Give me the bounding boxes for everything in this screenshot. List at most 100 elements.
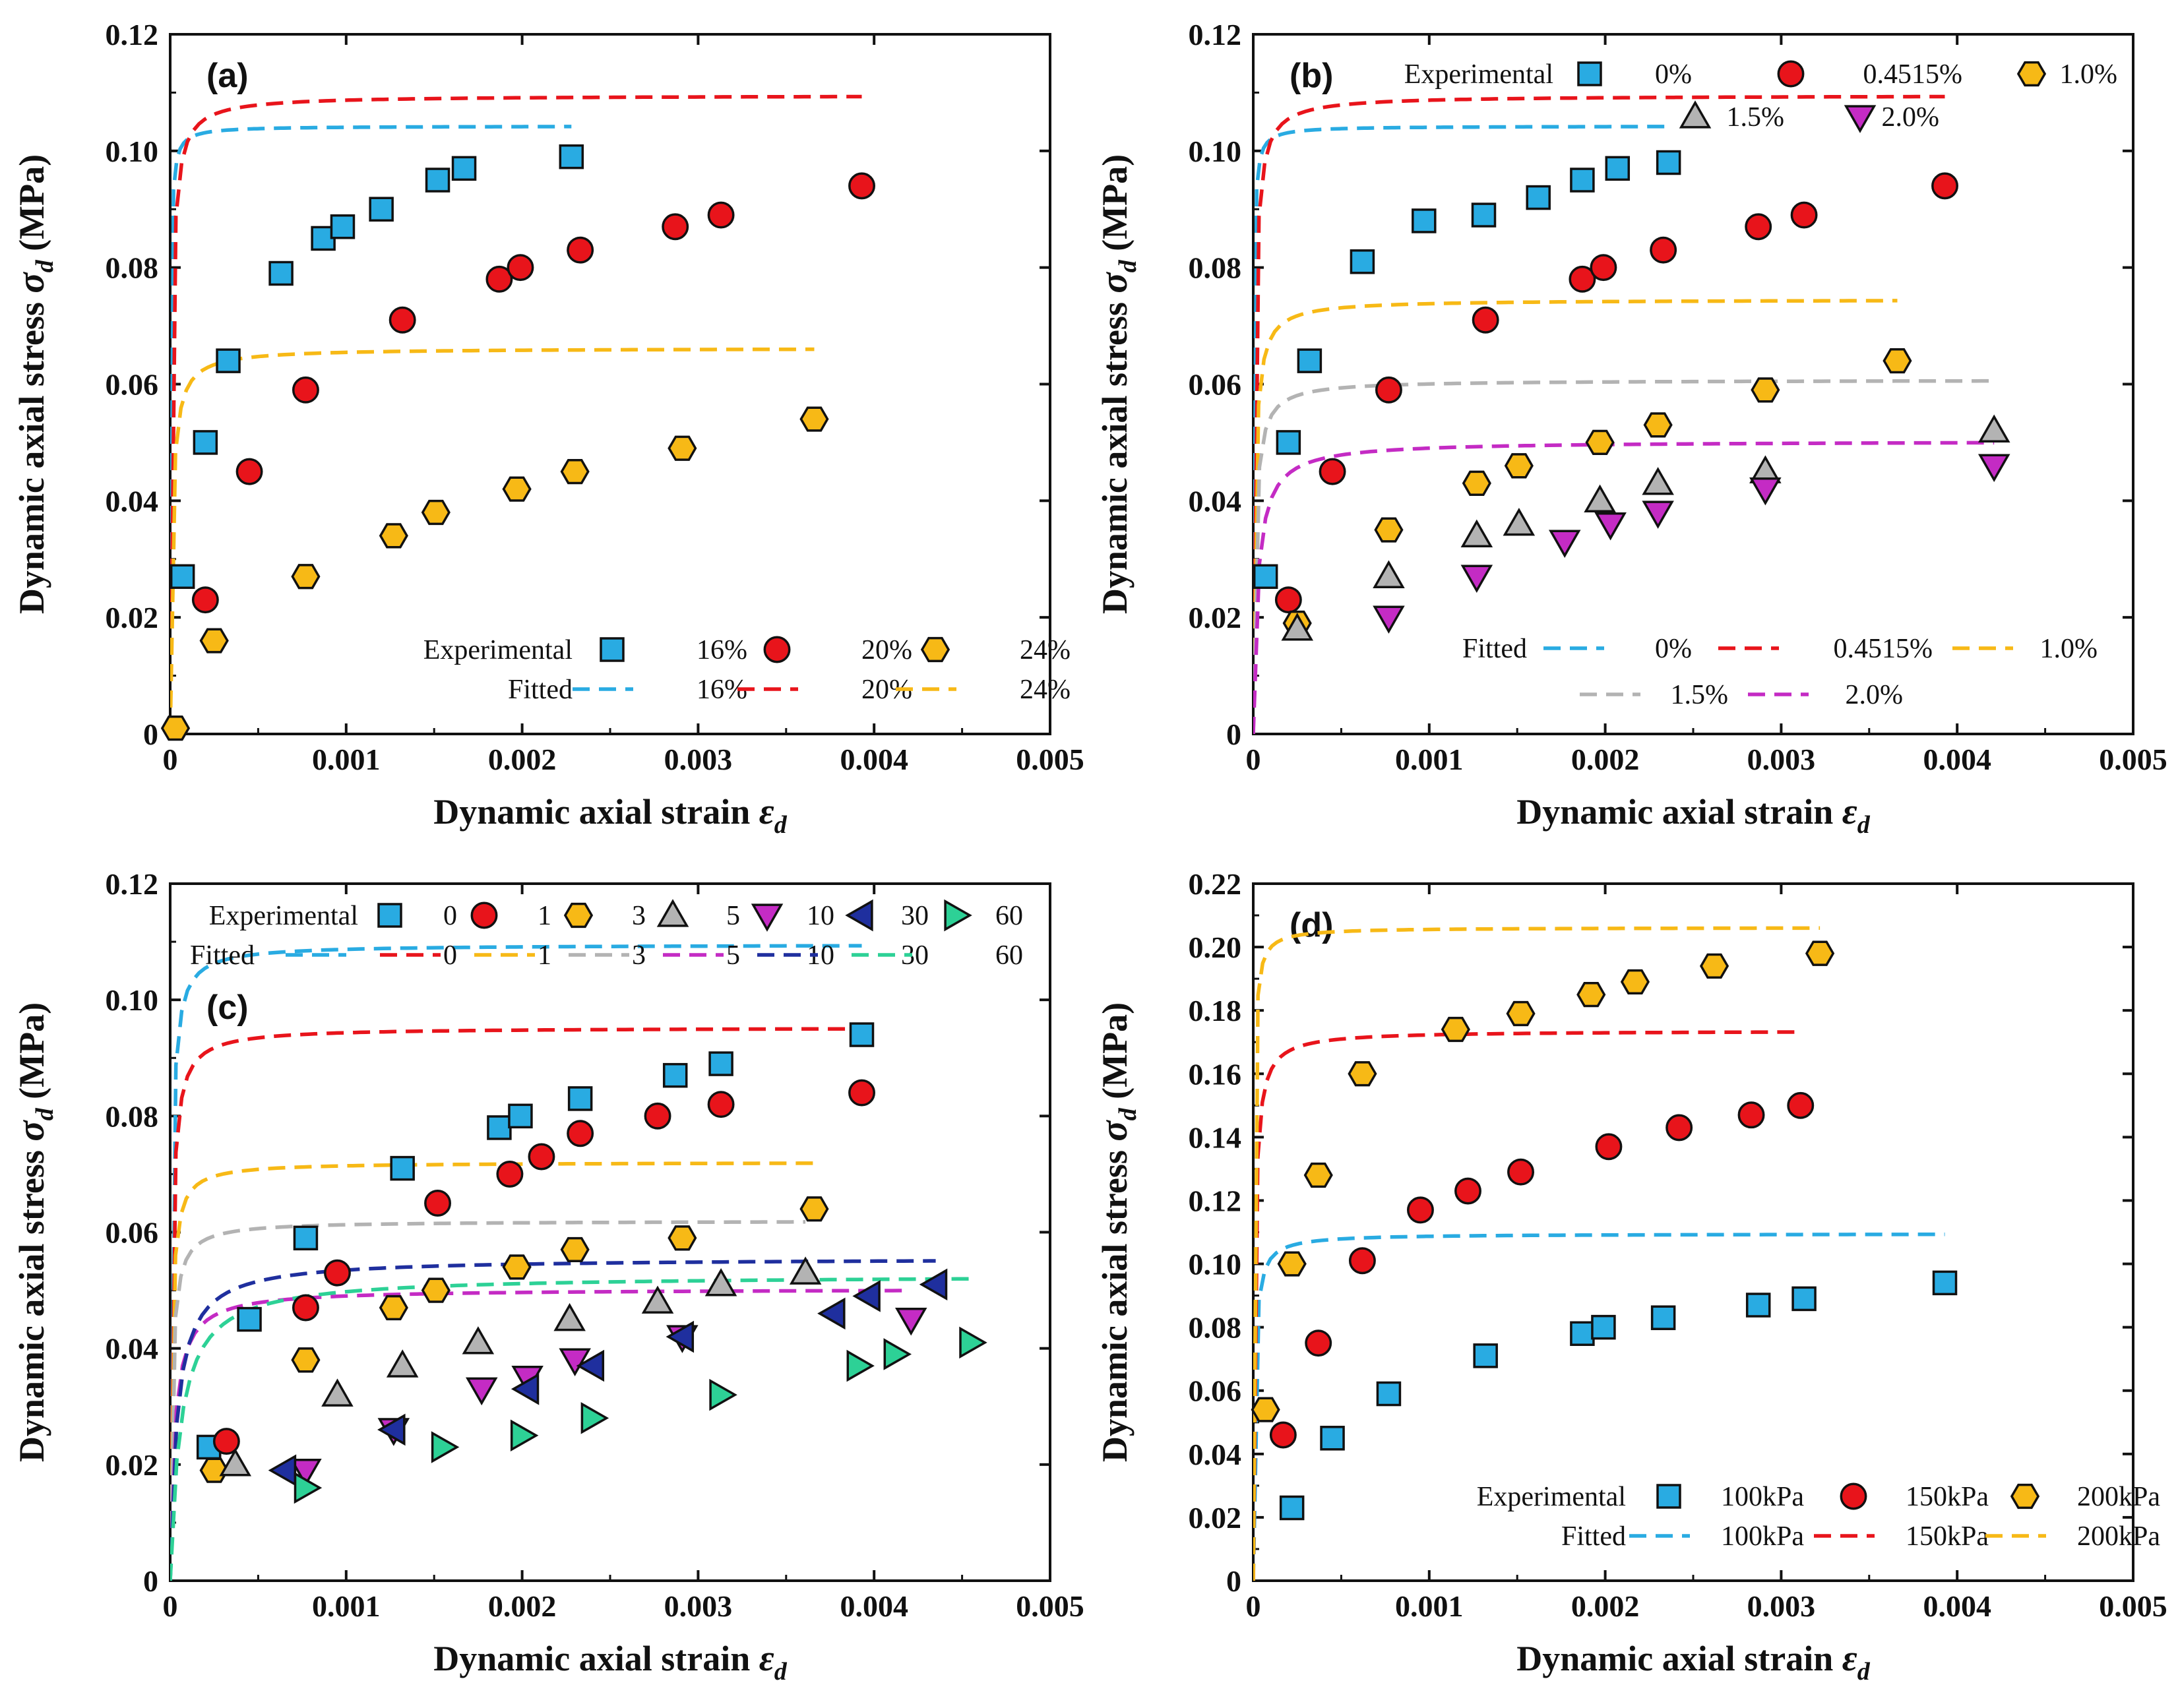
chart-panel-c: 0 0.001 0.002 0.003 0.004 0.005 0 0.02 0.04 0.06 0…	[9, 867, 1084, 1686]
data-point-c-3	[462, 1326, 495, 1355]
data-point-a-1	[707, 201, 735, 229]
x-axis-title-symbol: ε	[1842, 1638, 1857, 1679]
y-tick-label: 0.12	[1189, 1184, 1242, 1217]
data-point-d-2	[1805, 940, 1835, 966]
data-point-c-6	[510, 1419, 539, 1452]
data-point-c-1	[644, 1102, 671, 1130]
data-point-d-1	[1507, 1158, 1534, 1186]
data-point-c-2	[799, 1196, 829, 1222]
y-tick-label: 0.08	[106, 1099, 159, 1133]
fitted-line-c-4	[170, 1289, 912, 1581]
data-point-d-0	[1570, 1321, 1595, 1346]
data-point-c-3	[386, 1349, 419, 1378]
y-axis-title: Dynamic axial stress σd (MPa)	[1092, 1002, 1142, 1462]
fitted-line-c-1	[170, 1027, 862, 1581]
y-tick-label: 0	[143, 717, 158, 751]
x-tick-label: 0.001	[1395, 743, 1464, 776]
data-point-c-6	[883, 1338, 912, 1370]
y-axis-title-sub: d	[31, 1107, 59, 1120]
x-tick-label: 0.002	[488, 1589, 557, 1623]
y-tick-label: 0.16	[1189, 1057, 1242, 1091]
legend-label-experimental: 1.0%	[2060, 59, 2118, 90]
y-axis-title-text: Dynamic axial stress	[1095, 1142, 1135, 1462]
data-point-c-3	[219, 1448, 252, 1477]
x-axis-title-sub: d	[774, 1658, 788, 1686]
data-point-a-1	[567, 236, 594, 264]
legend-marker-yellow	[2010, 1483, 2040, 1510]
data-point-b-0	[1471, 202, 1497, 228]
data-point-b-4	[1548, 530, 1581, 559]
data-point-d-1	[1454, 1177, 1481, 1205]
legend-label-experimental: 150kPa	[1906, 1482, 1989, 1512]
data-point-a-1	[485, 265, 513, 293]
data-point-a-0	[216, 348, 241, 373]
y-tick-label: 0.10	[1189, 1248, 1242, 1281]
legend-marker-red	[1777, 60, 1805, 88]
y-axis-title-unit: (MPa)	[12, 1002, 51, 1108]
data-point-c-3	[641, 1285, 674, 1314]
y-tick-label: 0.12	[106, 867, 159, 901]
y-axis-title: Dynamic axial stress σd (MPa)	[9, 1002, 59, 1462]
data-point-c-0	[849, 1022, 875, 1047]
data-point-b-4	[1642, 501, 1674, 529]
y-axis-title-sub: d	[31, 259, 59, 272]
data-point-b-1	[1319, 458, 1346, 485]
legend-marker-gray	[656, 899, 689, 927]
x-tick-label: 0.005	[2099, 1589, 2167, 1623]
legend-label-experimental: 3	[632, 901, 646, 931]
data-point-b-1	[1931, 172, 1958, 200]
fitted-line-d-2	[1253, 926, 1820, 1581]
data-point-c-0	[237, 1306, 262, 1332]
data-point-b-3	[1503, 507, 1536, 536]
data-point-d-2	[1620, 969, 1650, 995]
legend-label-experimental: 20%	[861, 635, 912, 665]
data-point-c-1	[324, 1259, 351, 1287]
data-point-d-0	[1650, 1305, 1676, 1330]
y-tick-label: 0.10	[106, 135, 159, 168]
data-point-b-0	[1297, 348, 1322, 373]
data-point-b-0	[1570, 168, 1595, 193]
data-point-d-0	[1473, 1343, 1498, 1368]
data-point-a-0	[425, 168, 451, 193]
y-tick-label: 0.08	[1189, 1311, 1242, 1345]
legend-label-fitted: 2.0%	[1846, 680, 1904, 710]
legend-marker-red	[1840, 1482, 1867, 1510]
legend-title-experimental: Experimental	[209, 901, 358, 931]
data-point-c-2	[291, 1347, 321, 1373]
x-axis-title-sub: d	[1857, 1658, 1871, 1686]
x-tick-label: 0.002	[1571, 743, 1640, 776]
data-point-b-0	[1605, 156, 1631, 181]
data-point-b-1	[1650, 236, 1677, 264]
legend-label-experimental: 0.4515%	[1863, 59, 1963, 90]
data-point-d-0	[1279, 1495, 1305, 1521]
y-tick-label: 0.14	[1189, 1120, 1242, 1154]
data-point-c-5	[852, 1280, 881, 1312]
data-point-a-1	[507, 254, 534, 282]
y-tick-label: 0	[1226, 717, 1241, 751]
x-tick-label: 0.004	[1923, 1589, 1991, 1623]
data-point-d-0	[1932, 1270, 1958, 1296]
legend-marker-yellow	[2016, 61, 2047, 87]
x-tick-label: 0	[1246, 743, 1261, 776]
legend-label-experimental: 24%	[1020, 635, 1071, 665]
data-point-c-1	[496, 1160, 524, 1188]
legend-label-fitted: 60	[995, 940, 1023, 971]
fitted-line-a-0	[170, 125, 572, 734]
y-axis-title: Dynamic axial stress σd (MPa)	[1092, 154, 1142, 614]
data-point-c-0	[567, 1086, 593, 1111]
data-point-c-1	[292, 1294, 319, 1322]
legend-label-fitted: 5	[726, 940, 740, 971]
fitted-line-b-2	[1253, 299, 1898, 734]
y-tick-label: 0.04	[1189, 1438, 1242, 1471]
data-point-c-4	[290, 1458, 322, 1487]
legend-label-fitted: 1.0%	[2040, 634, 2098, 664]
fitted-line-d-1	[1253, 1030, 1801, 1581]
legend-label-experimental: 30	[901, 901, 929, 931]
data-point-a-1	[848, 172, 875, 200]
legend-label-experimental: 200kPa	[2077, 1482, 2160, 1512]
x-axis-title-text: Dynamic axial strain	[433, 1639, 759, 1678]
data-point-b-1	[1274, 586, 1302, 614]
data-point-a-2	[502, 476, 532, 502]
data-point-b-4	[1749, 477, 1782, 506]
data-point-c-5	[817, 1297, 846, 1330]
